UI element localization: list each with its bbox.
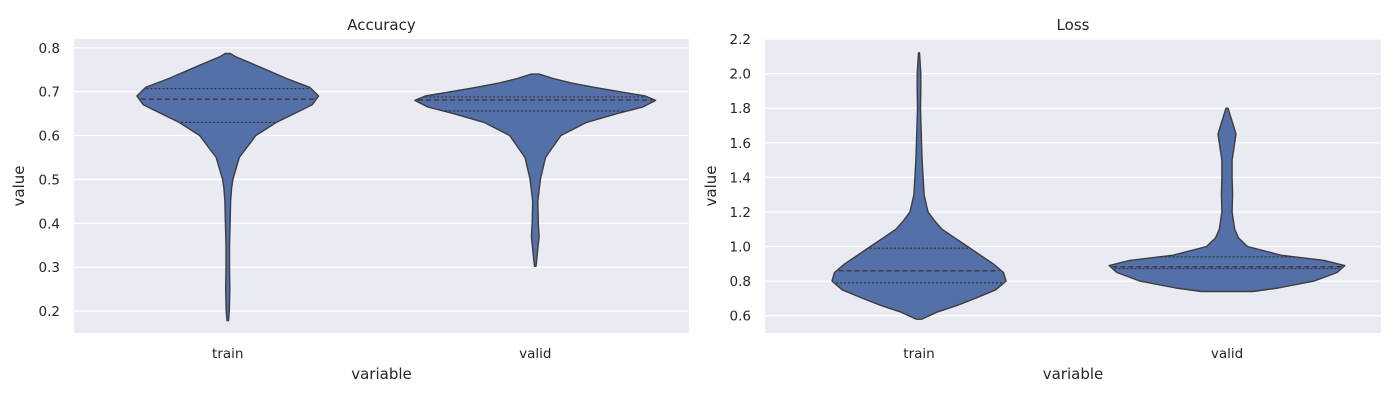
y-tick-label: 0.5: [39, 172, 60, 188]
violin-body: [831, 52, 1007, 320]
violin-valid: [414, 73, 657, 267]
x-tick-label: valid: [519, 346, 551, 362]
y-tick-label: 1.0: [730, 240, 751, 256]
chart-accuracy: 0.2 0.3 0.4 0.5 0.6 0.7 0.8 train valid Accuracy v…: [10, 16, 689, 383]
y-axis-label: value: [10, 166, 28, 207]
x-tick-label: train: [212, 346, 243, 362]
y-tick-label: 0.6: [730, 309, 751, 325]
x-axis-label: variable: [351, 365, 412, 383]
chart-title: Loss: [1057, 16, 1090, 34]
x-axis-label: variable: [1043, 365, 1104, 383]
violin-body: [136, 52, 320, 322]
x-tick-label: train: [903, 346, 934, 362]
violin-body: [414, 73, 657, 267]
violin-train: [831, 52, 1007, 320]
violin-train: [136, 52, 320, 322]
chart-title: Accuracy: [347, 16, 416, 34]
y-tick-label: 0.6: [39, 129, 60, 145]
chart-loss: 0.6 0.8 1.0 1.2 1.4 1.6 1.8 2.0 2.2 train valid Los…: [702, 16, 1381, 383]
y-tick-label: 1.4: [730, 170, 751, 186]
y-tick-label: 1.2: [730, 205, 751, 221]
y-tick-label: 0.7: [39, 85, 60, 101]
y-tick-label: 0.4: [39, 216, 60, 232]
y-tick-label: 1.6: [730, 136, 751, 152]
violin-body: [1108, 107, 1346, 293]
y-tick-label: 1.8: [730, 101, 751, 117]
y-tick-label: 0.8: [39, 41, 60, 57]
x-tick-label: valid: [1211, 346, 1243, 362]
y-tick-label: 0.3: [39, 260, 60, 276]
violin-valid: [1108, 107, 1346, 293]
y-tick-label: 2.2: [730, 32, 751, 48]
y-tick-label: 2.0: [730, 67, 751, 83]
y-axis-label: value: [702, 166, 720, 207]
y-tick-label: 0.2: [39, 304, 60, 320]
y-tick-label: 0.8: [730, 274, 751, 290]
